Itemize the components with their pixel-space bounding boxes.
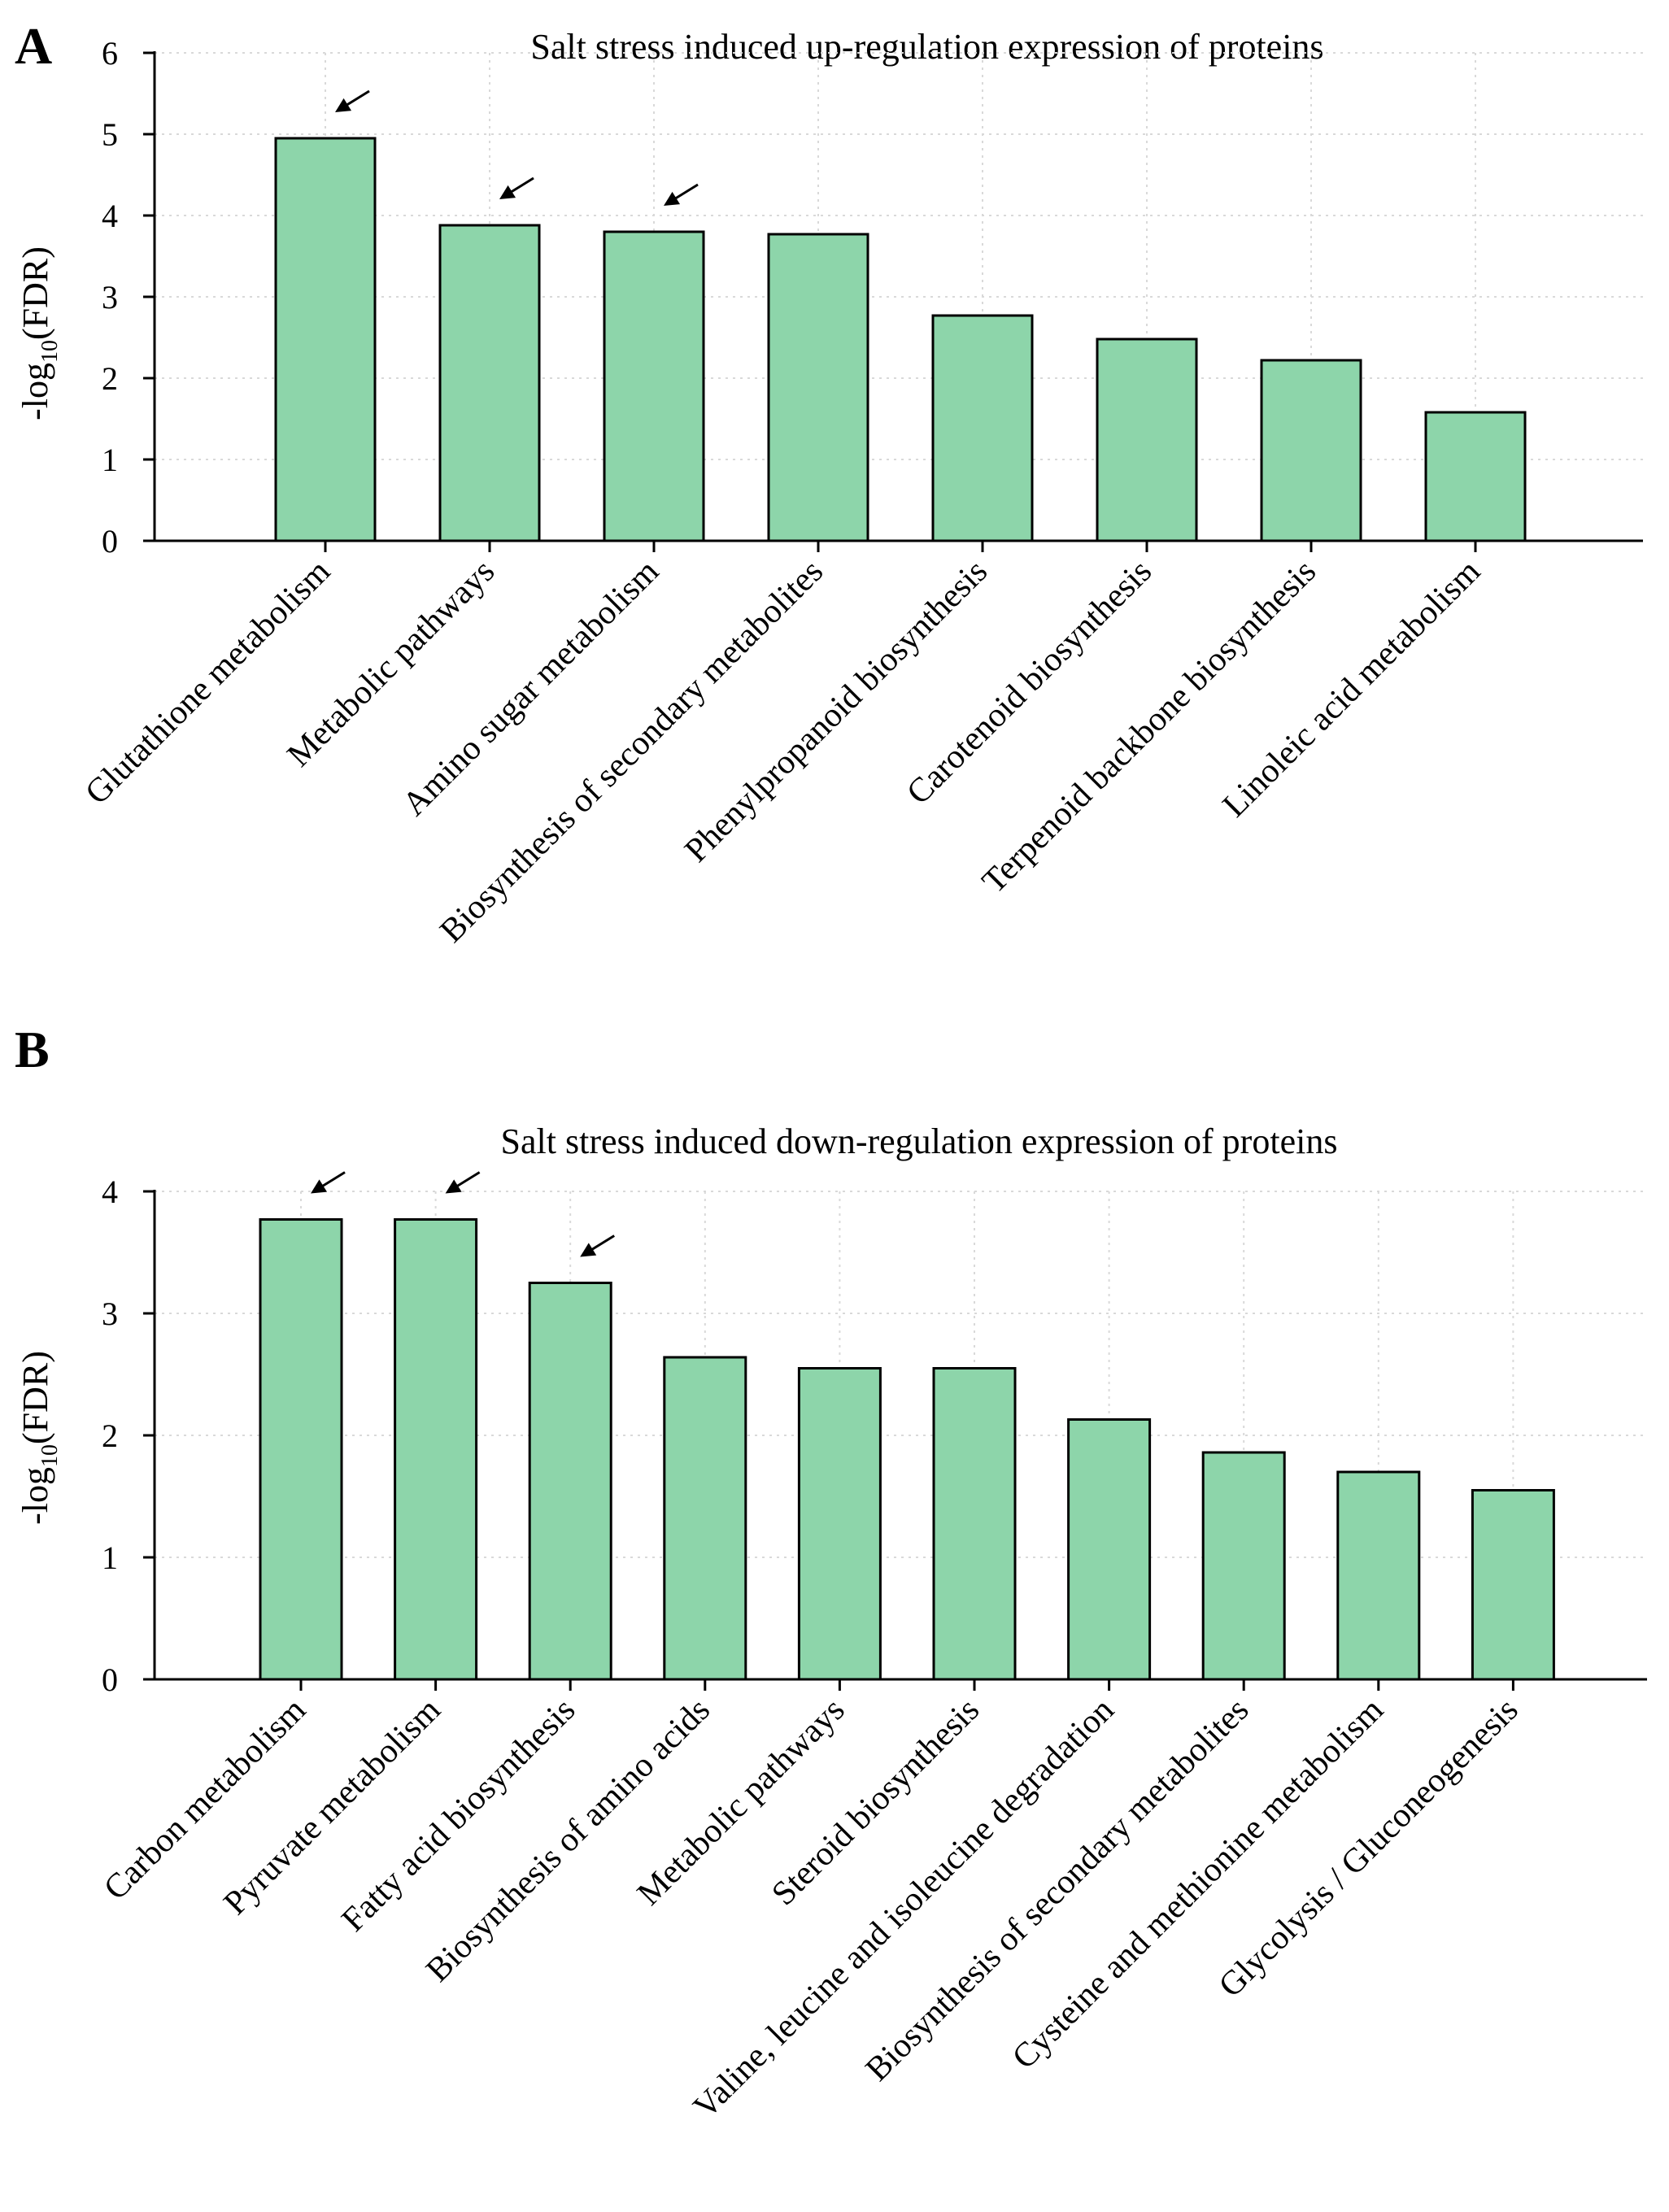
arrowhead — [580, 1243, 597, 1257]
arrowhead — [311, 1179, 328, 1194]
bar — [797, 1367, 882, 1681]
bar — [1471, 1489, 1555, 1681]
x-tick-label: Biosynthesis of amino acids — [419, 1692, 717, 1990]
bar — [528, 1282, 612, 1681]
bar — [1260, 359, 1362, 542]
y-axis-label: -log10(FDR) — [15, 1351, 63, 1525]
bar — [1096, 337, 1198, 542]
bar — [1336, 1470, 1421, 1681]
panel-label: B — [15, 1021, 50, 1078]
x-tick-label: Fatty acid biosynthesis — [335, 1692, 583, 1940]
y-tick-label: 3 — [102, 1295, 118, 1332]
bar — [1201, 1451, 1286, 1681]
y-tick-label: 0 — [102, 523, 118, 560]
y-tick-label: 5 — [102, 116, 118, 153]
chart-title: Salt stress induced up-regulation expres… — [530, 27, 1323, 67]
y-tick-label: 4 — [102, 198, 118, 234]
x-tick-label: Terpenoid backbone biosynthesis — [975, 553, 1323, 901]
bar — [931, 314, 1034, 542]
bar — [1424, 411, 1527, 542]
y-tick-label: 0 — [102, 1661, 118, 1698]
bar — [394, 1218, 478, 1681]
y-tick-label: 1 — [102, 442, 118, 478]
bar — [603, 230, 705, 542]
y-tick-label: 3 — [102, 279, 118, 316]
chart-panel-a: A Salt stress induced up-regulation expre… — [15, 17, 1643, 950]
y-tick-label: 2 — [102, 1417, 118, 1454]
bar — [274, 137, 377, 542]
y-tick-label: 4 — [102, 1173, 118, 1210]
y-tick-label: 6 — [102, 35, 118, 72]
chart-panel-b: B Salt stress induced down-regulation exp… — [15, 1021, 1647, 2126]
bar — [663, 1356, 747, 1681]
y-tick-label: 2 — [102, 360, 118, 397]
arrowhead — [335, 98, 352, 112]
arrowhead — [445, 1179, 462, 1194]
panel-label: A — [15, 17, 52, 75]
chart-title: Salt stress induced down-regulation expr… — [501, 1121, 1338, 1161]
arrowhead — [499, 185, 516, 199]
bar — [932, 1367, 1017, 1681]
arrowhead — [664, 191, 681, 206]
x-tick-label: Glutathione metabolism — [78, 552, 338, 812]
y-tick-label: 1 — [102, 1539, 118, 1576]
bar — [1067, 1418, 1152, 1681]
y-axis-label: -log10(FDR) — [15, 246, 63, 420]
x-tick-label: Phenylpropanoid biosynthesis — [678, 553, 995, 870]
bar — [767, 233, 869, 542]
bar — [259, 1218, 343, 1681]
bar — [438, 224, 541, 542]
